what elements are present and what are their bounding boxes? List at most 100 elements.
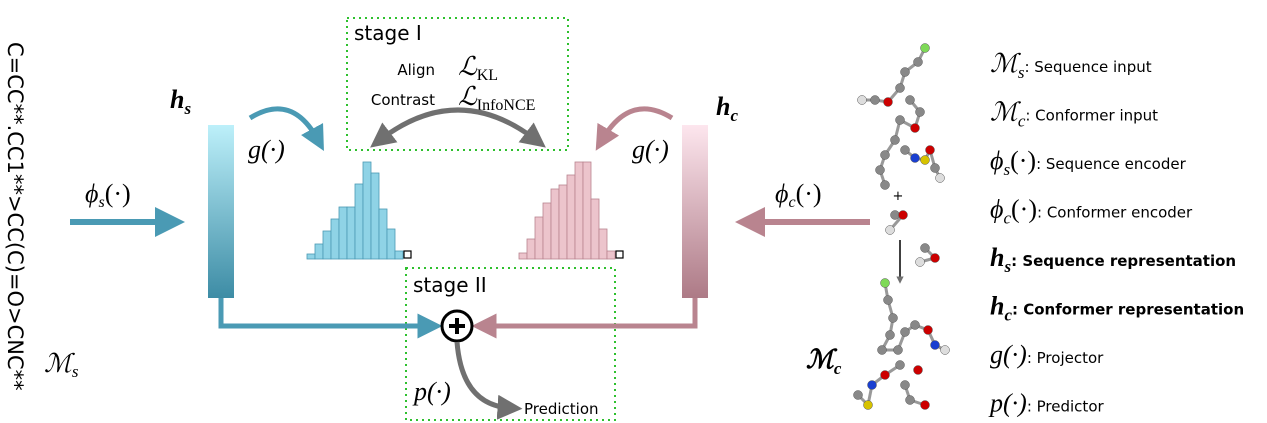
conf-fusion-arrow bbox=[484, 298, 695, 326]
atom bbox=[941, 346, 950, 355]
atom bbox=[921, 244, 930, 253]
atom bbox=[911, 321, 920, 330]
histograms bbox=[307, 162, 623, 259]
atom bbox=[901, 146, 910, 155]
contrast-label: Contrast bbox=[371, 91, 435, 109]
atom bbox=[858, 96, 867, 105]
hist-bar bbox=[371, 173, 379, 259]
seq-fusion-arrow bbox=[221, 298, 430, 326]
atom bbox=[921, 401, 930, 410]
atom bbox=[916, 258, 925, 267]
legend-item: ϕc(·): Conformer encoder bbox=[990, 195, 1193, 228]
atom bbox=[876, 166, 885, 175]
hs-label: hs bbox=[170, 85, 191, 118]
predictor-label: p(·) bbox=[412, 377, 451, 406]
atom bbox=[901, 328, 910, 337]
atom bbox=[921, 44, 930, 53]
atom bbox=[914, 366, 923, 375]
diagram: C=CC**.CC1**>CC(C)=O>CNC** stage I stage… bbox=[0, 0, 1267, 423]
atom bbox=[884, 98, 893, 107]
atom bbox=[891, 136, 900, 145]
atom bbox=[864, 401, 873, 410]
legend-item: p(·): Predictor bbox=[988, 389, 1104, 418]
hist-marker bbox=[404, 251, 411, 258]
legend: ℳs: Sequence input ℳc: Conformer input ϕs(… bbox=[988, 49, 1244, 418]
atom bbox=[868, 381, 877, 390]
atom bbox=[916, 108, 925, 117]
phic-label: ϕc(·) bbox=[775, 179, 822, 211]
atom bbox=[926, 146, 935, 155]
legend-item: g(·): Projector bbox=[990, 340, 1104, 369]
atom bbox=[931, 254, 940, 263]
hist-bar bbox=[323, 231, 331, 259]
hist-bar bbox=[567, 175, 575, 259]
seq-representation bbox=[208, 125, 234, 298]
stage1-title: stage I bbox=[354, 21, 422, 45]
legend-item: hc: Conformer representation bbox=[990, 292, 1244, 325]
hist-bar bbox=[387, 229, 395, 259]
legend-item: ℳs: Sequence input bbox=[990, 49, 1152, 82]
atom bbox=[911, 154, 920, 163]
atom bbox=[936, 174, 945, 183]
hist-bar bbox=[519, 253, 527, 259]
atom bbox=[914, 58, 923, 67]
phis-label: ϕs(·) bbox=[85, 179, 131, 211]
ms-label: ℳs bbox=[44, 349, 79, 381]
hist-bar bbox=[551, 189, 559, 259]
hist-bar bbox=[607, 251, 615, 259]
smiles: C=CC**.CC1**>CC(C)=O>CNC** bbox=[3, 42, 27, 391]
atom bbox=[878, 346, 887, 355]
loss-kl: ℒKL bbox=[458, 52, 498, 84]
atom bbox=[889, 314, 898, 323]
atom bbox=[881, 151, 890, 160]
atom bbox=[896, 361, 905, 370]
hist-bar bbox=[339, 207, 347, 259]
atom bbox=[931, 164, 940, 173]
hist-bar bbox=[583, 162, 591, 259]
hist-bar bbox=[363, 162, 371, 259]
hist-bar bbox=[395, 251, 403, 259]
mc-label: ℳc bbox=[806, 345, 842, 378]
hist-bar bbox=[379, 209, 387, 259]
atom bbox=[896, 116, 905, 125]
hist-bar bbox=[307, 254, 315, 259]
atom bbox=[886, 331, 895, 340]
reaction-plus: + bbox=[893, 189, 904, 204]
atom bbox=[854, 391, 863, 400]
hist-bar bbox=[347, 207, 355, 259]
atom bbox=[891, 211, 900, 220]
atom bbox=[899, 211, 908, 220]
hist-bar bbox=[559, 185, 567, 259]
hist-bar bbox=[527, 239, 535, 259]
atom bbox=[906, 96, 915, 105]
atom bbox=[906, 396, 915, 405]
atom bbox=[881, 181, 890, 190]
hc-label: hc bbox=[716, 92, 738, 125]
stage2-title: stage II bbox=[413, 273, 487, 297]
hist-marker bbox=[616, 251, 623, 258]
atom bbox=[901, 381, 910, 390]
predictor-arrow bbox=[457, 342, 510, 408]
hist-bar bbox=[331, 219, 339, 259]
legend-item: ℳc: Conformer input bbox=[990, 98, 1158, 131]
atom bbox=[901, 68, 910, 77]
legend-item: hs: Sequence representation bbox=[990, 243, 1236, 276]
legend-item: ϕs(·): Sequence encoder bbox=[990, 146, 1187, 179]
atom bbox=[896, 84, 905, 93]
gs-label: g(·) bbox=[248, 135, 285, 164]
conf-representation bbox=[682, 125, 708, 298]
hist-bar bbox=[535, 217, 543, 259]
atom bbox=[881, 279, 890, 288]
atom bbox=[911, 124, 920, 133]
atom bbox=[924, 326, 933, 335]
atom bbox=[931, 341, 940, 350]
atom bbox=[884, 296, 893, 305]
gc-label: g(·) bbox=[632, 135, 669, 164]
hist-bar bbox=[599, 229, 607, 259]
hist-bar bbox=[575, 162, 583, 259]
atom bbox=[894, 346, 903, 355]
contrast-arrow bbox=[380, 110, 536, 140]
molecules bbox=[854, 44, 950, 410]
hist-bar bbox=[543, 203, 551, 259]
align-label: Align bbox=[397, 61, 435, 79]
